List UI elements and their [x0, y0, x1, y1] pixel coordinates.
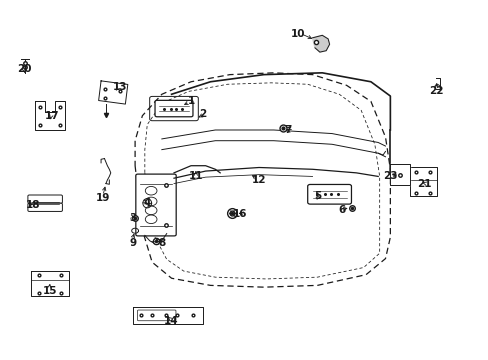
FancyBboxPatch shape [136, 174, 176, 236]
Text: 13: 13 [113, 82, 127, 92]
Text: 23: 23 [382, 171, 397, 181]
Polygon shape [312, 35, 329, 52]
Text: 8: 8 [158, 238, 165, 248]
Text: 11: 11 [188, 171, 203, 181]
Polygon shape [132, 307, 203, 324]
Text: 9: 9 [129, 238, 136, 248]
Text: 18: 18 [26, 200, 40, 210]
Text: 4: 4 [143, 198, 151, 208]
Text: 17: 17 [45, 111, 60, 121]
Text: 16: 16 [232, 209, 246, 219]
Text: 14: 14 [164, 316, 179, 326]
Text: 22: 22 [428, 86, 443, 96]
Text: 15: 15 [42, 286, 57, 296]
Text: 21: 21 [416, 179, 431, 189]
FancyBboxPatch shape [28, 195, 62, 203]
Text: 12: 12 [251, 175, 266, 185]
Polygon shape [389, 164, 409, 185]
FancyBboxPatch shape [155, 100, 193, 117]
Polygon shape [30, 271, 69, 296]
Polygon shape [35, 102, 64, 130]
Text: 10: 10 [290, 28, 305, 39]
FancyBboxPatch shape [28, 203, 62, 211]
Text: 6: 6 [337, 205, 345, 215]
Text: 1: 1 [187, 96, 194, 107]
Text: 2: 2 [199, 109, 206, 119]
Text: 3: 3 [129, 212, 136, 222]
Text: 20: 20 [18, 64, 32, 74]
FancyBboxPatch shape [307, 184, 351, 204]
Polygon shape [99, 81, 127, 104]
Text: 5: 5 [313, 191, 321, 201]
Polygon shape [409, 167, 436, 196]
Text: 19: 19 [96, 193, 110, 203]
Text: 7: 7 [284, 125, 291, 135]
